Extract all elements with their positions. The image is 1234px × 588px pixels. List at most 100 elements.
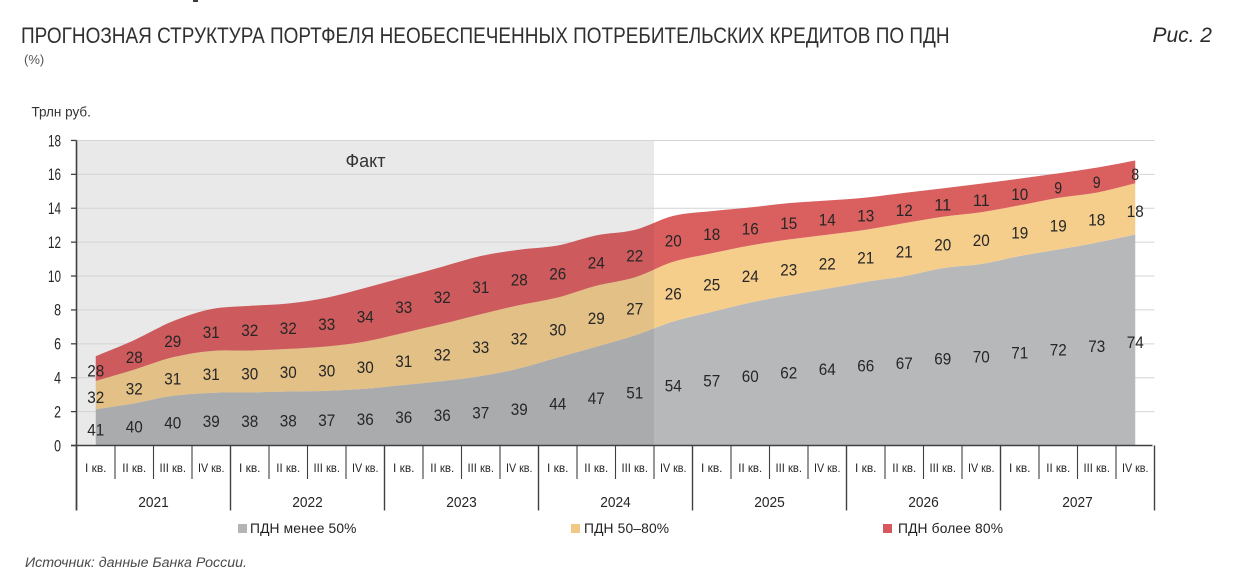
svg-text:4: 4 xyxy=(54,370,61,388)
svg-text:13: 13 xyxy=(857,208,874,226)
svg-text:11: 11 xyxy=(973,192,990,210)
svg-text:IV кв.: IV кв. xyxy=(198,462,225,475)
svg-text:41: 41 xyxy=(87,421,104,439)
svg-text:36: 36 xyxy=(434,407,451,425)
svg-text:IV кв.: IV кв. xyxy=(506,462,533,475)
svg-text:II кв.: II кв. xyxy=(892,462,916,475)
svg-text:20: 20 xyxy=(665,233,682,251)
svg-text:12: 12 xyxy=(48,234,61,252)
svg-text:47: 47 xyxy=(588,390,605,408)
svg-text:54: 54 xyxy=(665,377,682,395)
svg-text:26: 26 xyxy=(549,265,566,283)
svg-text:36: 36 xyxy=(357,411,374,429)
svg-text:32: 32 xyxy=(87,389,104,407)
svg-text:27: 27 xyxy=(626,300,643,318)
svg-text:IV кв.: IV кв. xyxy=(1122,462,1149,475)
svg-text:2: 2 xyxy=(54,403,61,421)
svg-text:8: 8 xyxy=(1131,166,1139,184)
svg-text:24: 24 xyxy=(588,254,605,272)
svg-text:IV кв.: IV кв. xyxy=(352,462,379,475)
svg-text:30: 30 xyxy=(318,363,335,381)
svg-text:69: 69 xyxy=(934,351,951,369)
svg-text:62: 62 xyxy=(780,364,797,382)
svg-text:6: 6 xyxy=(54,336,61,354)
svg-text:8: 8 xyxy=(54,302,61,320)
svg-text:10: 10 xyxy=(1011,186,1028,204)
svg-text:40: 40 xyxy=(164,415,181,433)
svg-text:14: 14 xyxy=(48,200,61,218)
svg-text:III кв.: III кв. xyxy=(468,462,495,475)
svg-text:I кв.: I кв. xyxy=(855,462,877,475)
svg-text:I кв.: I кв. xyxy=(701,462,723,475)
svg-text:II кв.: II кв. xyxy=(430,462,454,475)
svg-text:32: 32 xyxy=(126,380,143,398)
svg-text:III кв.: III кв. xyxy=(930,462,957,475)
svg-text:31: 31 xyxy=(164,370,181,388)
svg-text:14: 14 xyxy=(819,212,836,230)
svg-text:22: 22 xyxy=(819,256,836,274)
svg-text:28: 28 xyxy=(511,271,528,289)
svg-text:31: 31 xyxy=(203,366,220,384)
svg-text:24: 24 xyxy=(742,268,759,286)
svg-text:19: 19 xyxy=(1050,218,1067,236)
svg-text:73: 73 xyxy=(1088,338,1105,356)
svg-text:IV кв.: IV кв. xyxy=(814,462,841,475)
svg-text:39: 39 xyxy=(511,401,528,419)
svg-text:II кв.: II кв. xyxy=(738,462,762,475)
svg-text:32: 32 xyxy=(280,320,297,338)
svg-text:III кв.: III кв. xyxy=(1084,462,1111,475)
svg-text:I кв.: I кв. xyxy=(239,462,261,475)
svg-text:70: 70 xyxy=(973,349,990,367)
svg-text:11: 11 xyxy=(934,196,951,214)
svg-text:31: 31 xyxy=(395,353,412,371)
svg-text:30: 30 xyxy=(549,321,566,339)
svg-text:72: 72 xyxy=(1050,341,1067,359)
svg-text:28: 28 xyxy=(126,349,143,367)
svg-text:20: 20 xyxy=(934,236,951,254)
svg-text:18: 18 xyxy=(1127,203,1144,221)
svg-text:26: 26 xyxy=(665,286,682,304)
svg-text:37: 37 xyxy=(318,412,335,430)
svg-text:IV кв.: IV кв. xyxy=(660,462,687,475)
svg-text:36: 36 xyxy=(395,409,412,427)
svg-text:30: 30 xyxy=(280,364,297,382)
svg-text:9: 9 xyxy=(1093,174,1101,192)
svg-text:25: 25 xyxy=(703,277,720,295)
svg-text:2024: 2024 xyxy=(600,494,631,511)
svg-text:39: 39 xyxy=(203,413,220,431)
svg-text:32: 32 xyxy=(434,346,451,364)
svg-text:32: 32 xyxy=(511,331,528,349)
svg-text:2026: 2026 xyxy=(908,494,939,511)
svg-text:64: 64 xyxy=(819,361,836,379)
svg-text:38: 38 xyxy=(280,412,297,430)
svg-text:38: 38 xyxy=(241,413,258,431)
svg-text:I кв.: I кв. xyxy=(1009,462,1031,475)
svg-text:37: 37 xyxy=(472,405,489,423)
svg-text:II кв.: II кв. xyxy=(276,462,300,475)
svg-text:20: 20 xyxy=(973,232,990,250)
svg-text:16: 16 xyxy=(48,166,61,184)
svg-text:10: 10 xyxy=(48,268,61,286)
svg-text:15: 15 xyxy=(780,215,797,233)
svg-text:51: 51 xyxy=(626,384,643,402)
svg-text:28: 28 xyxy=(87,362,104,380)
svg-text:2022: 2022 xyxy=(292,494,323,511)
svg-text:22: 22 xyxy=(626,248,643,266)
svg-text:57: 57 xyxy=(703,373,720,391)
svg-text:18: 18 xyxy=(703,226,720,244)
svg-text:12: 12 xyxy=(896,202,913,220)
svg-text:32: 32 xyxy=(241,322,258,340)
svg-text:2021: 2021 xyxy=(138,494,169,511)
svg-text:31: 31 xyxy=(472,279,489,297)
svg-text:16: 16 xyxy=(742,220,759,238)
svg-text:IV кв.: IV кв. xyxy=(968,462,995,475)
svg-text:I кв.: I кв. xyxy=(85,462,107,475)
svg-text:18: 18 xyxy=(1088,212,1105,230)
svg-text:I кв.: I кв. xyxy=(393,462,415,475)
svg-text:21: 21 xyxy=(857,250,874,268)
svg-text:2027: 2027 xyxy=(1062,494,1093,511)
svg-text:30: 30 xyxy=(357,359,374,377)
svg-text:II кв.: II кв. xyxy=(584,462,608,475)
svg-text:33: 33 xyxy=(395,299,412,317)
svg-text:III кв.: III кв. xyxy=(314,462,341,475)
